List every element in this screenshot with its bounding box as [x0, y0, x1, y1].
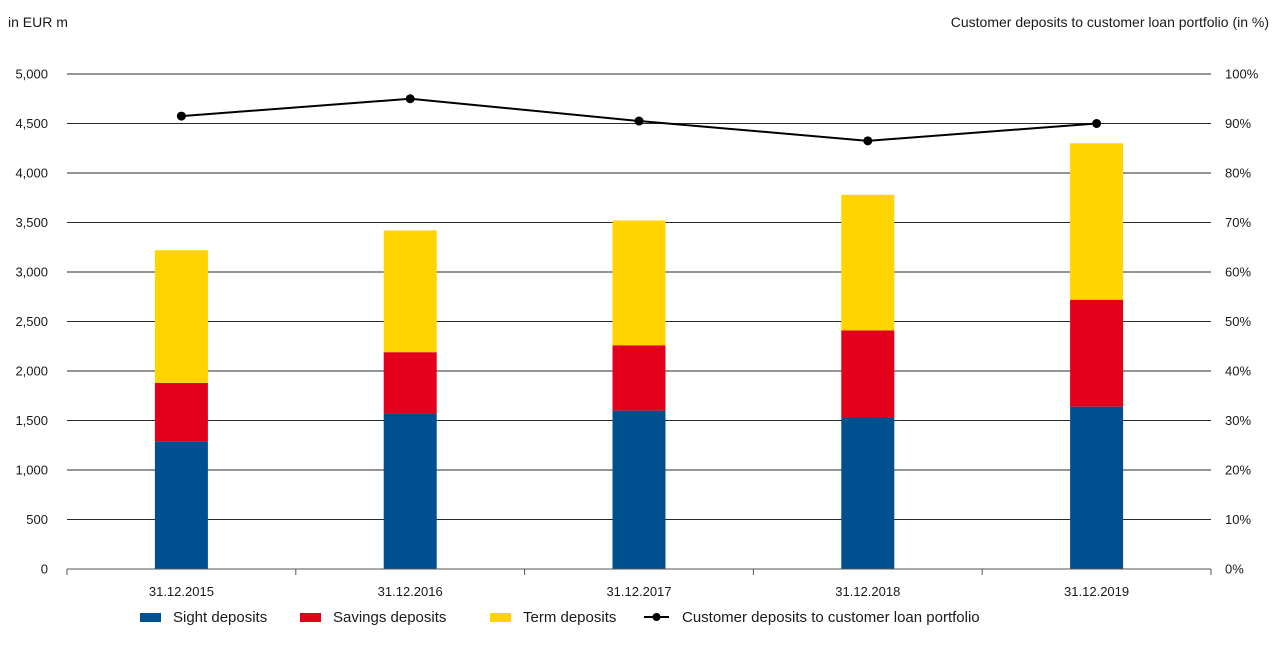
y2-tick-label: 20% [1225, 463, 1251, 478]
y2-tick-label: 60% [1225, 265, 1251, 280]
bar-sight-deposits [841, 417, 895, 569]
bar-sight-deposits [154, 441, 208, 569]
bar-sight-deposits [383, 413, 437, 569]
bar-savings-deposits [154, 382, 208, 442]
legend: Sight deposits Savings deposits Term depos… [140, 609, 980, 626]
bar-savings-deposits [1070, 299, 1124, 407]
legend-swatch-savings-deposits [300, 613, 321, 622]
y2-tick-label: 30% [1225, 413, 1251, 428]
legend-swatch-term-deposits [490, 613, 511, 622]
ratio-point [863, 136, 873, 146]
left-axis-label: in EUR m [8, 14, 68, 30]
y-tick-label: 3,000 [15, 265, 48, 280]
x-tick-label: 31.12.2019 [1064, 584, 1129, 599]
y-tick-label: 500 [26, 512, 48, 527]
y-tick-label: 1,500 [15, 413, 48, 428]
y-tick-label: 4,500 [15, 116, 48, 131]
y-tick-label: 0 [41, 562, 48, 577]
y-tick-label: 2,000 [15, 364, 48, 379]
y2-tick-label: 0% [1225, 562, 1244, 577]
ratio-point [405, 94, 415, 104]
legend-label-sight-deposits: Sight deposits [173, 609, 267, 626]
x-tick-label: 31.12.2018 [835, 584, 900, 599]
y2-tick-label: 90% [1225, 116, 1251, 131]
bar-term-deposits [154, 250, 208, 383]
y2-tick-label: 100% [1225, 67, 1259, 82]
bar-savings-deposits [383, 352, 437, 414]
legend-label-savings-deposits: Savings deposits [333, 609, 446, 626]
legend-marker-ratio [652, 613, 661, 621]
bar-term-deposits [612, 220, 666, 346]
right-axis-label: Customer deposits to customer loan portf… [951, 14, 1269, 30]
bar-sight-deposits [1070, 406, 1124, 569]
y-tick-label: 3,500 [15, 215, 48, 230]
y2-tick-label: 10% [1225, 512, 1251, 527]
y2-tick-label: 80% [1225, 166, 1251, 181]
ratio-point [634, 116, 644, 126]
y-tick-label: 1,000 [15, 463, 48, 478]
legend-swatch-sight-deposits [140, 613, 161, 622]
y2-tick-label: 40% [1225, 364, 1251, 379]
x-tick-label: 31.12.2016 [378, 584, 443, 599]
ratio-point [1092, 119, 1102, 128]
x-tick-label: 31.12.2017 [606, 584, 671, 599]
legend-label-term-deposits: Term deposits [523, 609, 616, 626]
y2-tick-label: 70% [1225, 215, 1251, 230]
legend-label-ratio: Customer deposits to customer loan portf… [682, 609, 980, 626]
x-tick-label: 31.12.2015 [149, 584, 214, 599]
bar-term-deposits [841, 194, 895, 331]
bar-series [154, 143, 1124, 569]
y-tick-label: 2,500 [15, 314, 48, 329]
ratio-point [176, 111, 186, 121]
bar-term-deposits [383, 230, 437, 353]
axes: 0 0% 500 10% 1,000 20% 1,500 30% 2,000 40% 2,500 50… [15, 67, 1258, 600]
bar-sight-deposits [612, 410, 666, 569]
y-tick-label: 4,000 [15, 166, 48, 181]
bar-savings-deposits [841, 330, 895, 418]
bar-savings-deposits [612, 345, 666, 411]
ratio-line-series [176, 94, 1102, 146]
y2-tick-label: 50% [1225, 314, 1251, 329]
y-tick-label: 5,000 [15, 67, 48, 82]
bar-term-deposits [1070, 143, 1124, 300]
